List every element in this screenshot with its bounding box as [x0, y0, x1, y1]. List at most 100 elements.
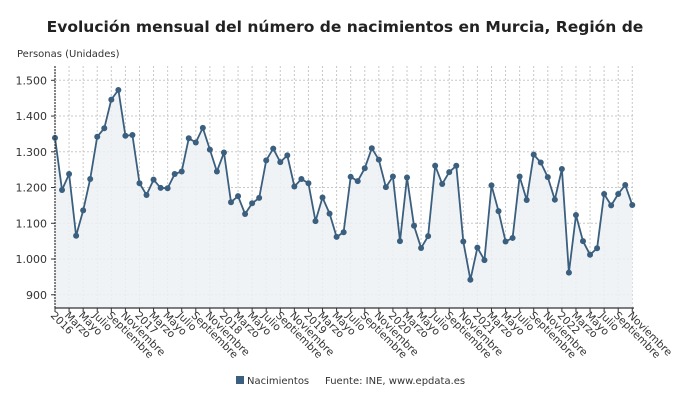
- data-point: [587, 251, 594, 258]
- data-point: [164, 185, 171, 192]
- legend: Nacimientos Fuente: INE, www.epdata.es: [236, 376, 465, 387]
- data-point: [192, 139, 199, 146]
- y-tick-label: 1.200: [16, 182, 48, 195]
- data-point: [474, 244, 481, 251]
- data-point: [101, 125, 108, 132]
- data-point: [354, 178, 361, 185]
- data-point: [185, 135, 192, 142]
- data-point: [467, 276, 474, 283]
- data-point: [488, 182, 495, 189]
- series-area: [55, 89, 633, 309]
- data-point: [87, 175, 94, 182]
- data-point: [537, 159, 544, 166]
- data-point: [199, 124, 206, 131]
- legend-label: Nacimientos: [247, 376, 309, 387]
- data-point: [481, 257, 488, 264]
- data-point: [530, 151, 537, 158]
- data-point: [368, 145, 375, 152]
- data-point: [206, 146, 213, 153]
- data-point: [389, 173, 396, 180]
- data-point: [94, 133, 101, 140]
- data-point: [432, 162, 439, 169]
- data-point: [495, 208, 502, 215]
- data-point: [411, 222, 418, 229]
- data-point: [382, 184, 389, 191]
- data-point: [340, 229, 347, 236]
- data-point: [220, 149, 227, 156]
- data-point: [305, 180, 312, 187]
- data-point: [594, 245, 601, 252]
- data-point: [242, 210, 249, 217]
- x-axis-ticks: 2016MarzoMayoJulioSeptiembreNoviembre201…: [48, 308, 674, 361]
- data-point: [277, 159, 284, 166]
- data-point: [122, 132, 129, 139]
- data-point: [171, 170, 178, 177]
- data-point: [136, 180, 143, 187]
- data-point: [565, 269, 572, 276]
- data-point: [446, 169, 453, 176]
- data-point: [228, 199, 234, 206]
- data-point: [256, 194, 263, 201]
- data-point: [509, 234, 516, 241]
- data-point: [284, 152, 291, 159]
- data-point: [333, 233, 340, 240]
- data-point: [347, 173, 354, 180]
- data-point: [551, 196, 558, 203]
- data-point: [213, 168, 220, 175]
- data-point: [558, 165, 565, 172]
- data-point: [312, 218, 319, 225]
- data-point: [143, 192, 150, 199]
- y-axis-ticks: 900 1.000 1.100 1.200 1.300 1.400 1.500: [16, 74, 55, 302]
- data-point: [622, 182, 629, 189]
- data-point: [52, 134, 58, 141]
- data-point: [66, 170, 73, 177]
- data-point: [326, 210, 333, 217]
- data-point: [544, 174, 551, 181]
- data-point: [291, 183, 298, 190]
- data-point: [129, 131, 136, 138]
- data-point: [298, 175, 305, 182]
- data-point: [270, 145, 277, 152]
- data-point: [460, 238, 467, 245]
- y-axis-label: Personas (Unidades): [17, 49, 120, 60]
- data-point: [601, 190, 608, 197]
- data-point: [59, 187, 66, 194]
- data-point: [157, 184, 164, 191]
- y-tick-label: 1.000: [16, 253, 48, 266]
- data-point: [396, 238, 403, 245]
- data-point: [523, 197, 530, 204]
- y-tick-label: 1.500: [16, 74, 48, 87]
- y-tick-label: 1.400: [16, 110, 48, 123]
- data-point: [263, 157, 270, 164]
- data-point: [629, 202, 636, 209]
- data-point: [502, 238, 509, 245]
- data-point: [608, 202, 615, 209]
- data-point: [418, 244, 425, 251]
- data-point: [80, 207, 87, 214]
- y-tick-label: 1.300: [16, 146, 48, 159]
- y-tick-label: 1.100: [16, 217, 48, 230]
- data-point: [73, 232, 80, 239]
- data-point: [361, 165, 368, 172]
- data-point: [572, 212, 579, 219]
- data-point: [115, 86, 122, 93]
- data-point: [178, 168, 185, 175]
- chart-title: Evolución mensual del número de nacimien…: [47, 18, 644, 36]
- series-points: [52, 86, 636, 283]
- data-point: [108, 96, 115, 103]
- legend-swatch: [236, 376, 244, 384]
- data-point: [580, 238, 586, 245]
- data-point: [404, 174, 410, 181]
- data-point: [235, 193, 242, 200]
- data-point: [375, 156, 382, 163]
- data-point: [425, 233, 432, 240]
- y-tick-label: 900: [26, 289, 47, 302]
- data-point: [453, 162, 460, 169]
- data-point: [439, 180, 446, 187]
- source-text: Fuente: INE, www.epdata.es: [325, 376, 465, 387]
- data-point: [319, 194, 326, 201]
- data-point: [249, 200, 256, 207]
- data-point: [516, 173, 523, 180]
